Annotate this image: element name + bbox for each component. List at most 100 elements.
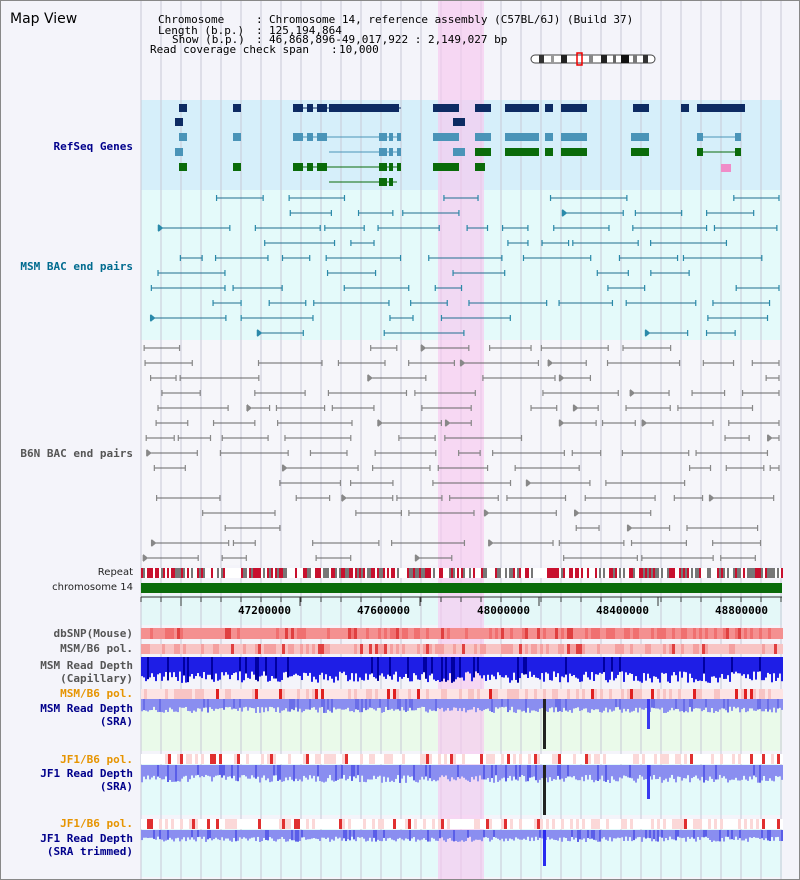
heat-strip-cell <box>174 819 177 829</box>
depth-bar <box>143 699 145 711</box>
depth-bar <box>655 830 657 842</box>
depth-bar <box>751 699 753 709</box>
depth-bar <box>691 830 693 838</box>
repeat-segment <box>759 568 761 578</box>
depth-bar <box>657 657 659 679</box>
heat-strip-cell <box>378 644 381 654</box>
heat-strip-cell <box>735 754 738 764</box>
heat-strip-cell <box>318 754 321 764</box>
depth-bar <box>147 699 149 712</box>
gene-exon <box>379 148 387 156</box>
depth-bar <box>455 657 457 680</box>
depth-bar <box>285 699 287 709</box>
depth-bar <box>565 765 567 779</box>
depth-bar <box>397 699 399 710</box>
heat-strip-cell <box>702 689 705 699</box>
refseq-genes-track[interactable] <box>141 100 782 190</box>
depth-bar <box>665 765 667 779</box>
info-length-label: Length (b.p.) <box>158 24 245 37</box>
repeat-segment <box>177 568 179 578</box>
depth-bar <box>303 699 305 712</box>
jf1-read-depth-trimmed-track[interactable] <box>141 830 783 870</box>
msm-b6-pol-track-1[interactable] <box>141 644 783 654</box>
depth-bar <box>407 699 409 711</box>
depth-bar <box>523 699 525 711</box>
heat-strip-cell <box>426 644 429 654</box>
label-jf1-depth-sra-2: (SRA) <box>99 780 133 793</box>
heat-strip-cell <box>237 689 240 699</box>
heat-strip-cell <box>528 754 531 764</box>
chromosome-bar[interactable] <box>141 583 782 593</box>
depth-bar <box>289 699 291 712</box>
heat-strip-cell <box>648 819 651 829</box>
repeat-segment <box>141 568 143 578</box>
depth-bar <box>409 699 411 708</box>
depth-bar <box>459 699 461 709</box>
depth-bar <box>261 657 263 676</box>
depth-bar <box>399 765 401 783</box>
repeat-track[interactable] <box>141 568 783 578</box>
depth-bar <box>363 657 365 681</box>
depth-bar <box>779 765 781 777</box>
heat-strip-cell <box>762 754 765 764</box>
depth-bar <box>273 657 275 679</box>
heat-strip-cell <box>462 644 465 654</box>
depth-bar <box>733 830 735 840</box>
depth-bar <box>771 830 773 838</box>
depth-bar <box>319 765 321 782</box>
heat-strip-cell <box>153 819 156 829</box>
depth-bar <box>447 765 449 780</box>
heat-strip-cell <box>255 819 258 829</box>
dbsnp-track[interactable] <box>141 628 783 640</box>
heat-strip-cell <box>729 628 732 639</box>
heat-strip-cell <box>360 644 363 654</box>
depth-bar <box>427 699 429 713</box>
heat-strip-cell <box>717 754 720 764</box>
repeat-segment <box>489 568 491 578</box>
b6n-bac-track[interactable] <box>141 340 782 565</box>
depth-bar <box>455 830 457 841</box>
jf1-read-depth-sra-track[interactable] <box>141 765 783 817</box>
chromosome-ideogram[interactable] <box>529 52 659 66</box>
heat-strip-cell <box>273 628 276 639</box>
msm-read-depth-sra-track[interactable] <box>141 699 783 751</box>
heat-strip-cell <box>555 644 558 654</box>
depth-bar <box>631 699 633 712</box>
depth-bar <box>409 830 411 841</box>
depth-bar <box>519 830 521 840</box>
msm-bac-track[interactable] <box>141 190 782 340</box>
repeat-segment <box>633 568 635 578</box>
jf1-b6-pol-track-2[interactable] <box>141 819 783 829</box>
repeat-segment <box>479 568 481 578</box>
repeat-segment <box>181 568 183 578</box>
jf1-b6-pol-track-1[interactable] <box>141 754 783 764</box>
heat-strip-cell <box>498 644 501 654</box>
heat-strip-cell <box>753 819 756 829</box>
msm-read-depth-capillary-track[interactable] <box>141 657 783 685</box>
heat-strip-cell <box>294 644 297 654</box>
depth-bar <box>257 765 259 777</box>
depth-bar <box>293 830 295 841</box>
depth-bar <box>225 765 227 780</box>
depth-bar <box>423 699 425 708</box>
heat-strip-cell <box>756 689 759 699</box>
repeat-segment <box>697 568 699 578</box>
highlight-region[interactable] <box>438 1 484 879</box>
heat-strip-cell <box>543 689 546 699</box>
bac-end-arrow <box>488 539 494 547</box>
depth-bar <box>735 830 737 837</box>
heat-strip-cell <box>384 689 387 699</box>
depth-bar <box>385 657 387 679</box>
heat-strip-cell <box>162 689 165 699</box>
heat-strip-cell <box>762 628 765 639</box>
depth-bar <box>581 699 583 711</box>
depth-bar <box>695 830 697 842</box>
depth-bar <box>729 765 731 781</box>
heat-strip-cell <box>558 689 561 699</box>
depth-bar <box>381 699 383 713</box>
repeat-segment <box>169 568 171 578</box>
heat-strip-cell <box>357 644 360 654</box>
repeat-segment <box>613 568 615 578</box>
msm-b6-pol-track-2[interactable] <box>141 689 783 699</box>
depth-bar <box>169 657 171 673</box>
